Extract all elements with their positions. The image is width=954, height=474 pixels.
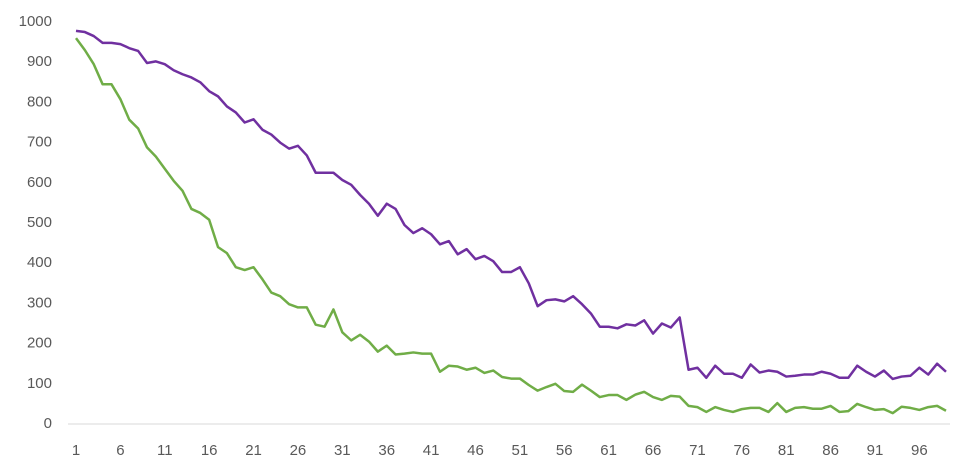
series-line [75,29,947,381]
x-tick-label: 61 [600,442,617,459]
x-tick-label: 66 [645,442,662,459]
y-tick-label: 500 [27,214,52,231]
y-tick-label: 100 [27,375,52,392]
x-tick-label: 1 [72,442,80,459]
y-tick-label: 700 [27,134,52,151]
x-tick-label: 16 [201,442,218,459]
x-tick-label: 41 [423,442,440,459]
x-tick-label: 71 [689,442,706,459]
x-tick-label: 46 [467,442,484,459]
x-tick-label: 26 [290,442,307,459]
x-tick-label: 56 [556,442,573,459]
x-tick-label: 21 [245,442,262,459]
y-tick-label: 600 [27,174,52,191]
y-tick-label: 300 [27,294,52,311]
x-tick-label: 6 [116,442,124,459]
x-tick-label: 51 [512,442,529,459]
x-tick-label: 31 [334,442,351,459]
x-tick-label: 86 [822,442,839,459]
y-tick-label: 800 [27,93,52,110]
x-tick-label: 36 [378,442,395,459]
y-tick-label: 0 [44,415,52,432]
series-line [74,37,947,415]
y-tick-label: 400 [27,254,52,271]
y-tick-label: 900 [27,53,52,70]
x-tick-label: 91 [867,442,884,459]
x-tick-label: 76 [733,442,750,459]
x-tick-label: 81 [778,442,795,459]
x-tick-label: 96 [911,442,928,459]
x-tick-label: 11 [157,442,173,459]
y-tick-label: 1000 [19,13,52,30]
y-tick-label: 200 [27,335,52,352]
